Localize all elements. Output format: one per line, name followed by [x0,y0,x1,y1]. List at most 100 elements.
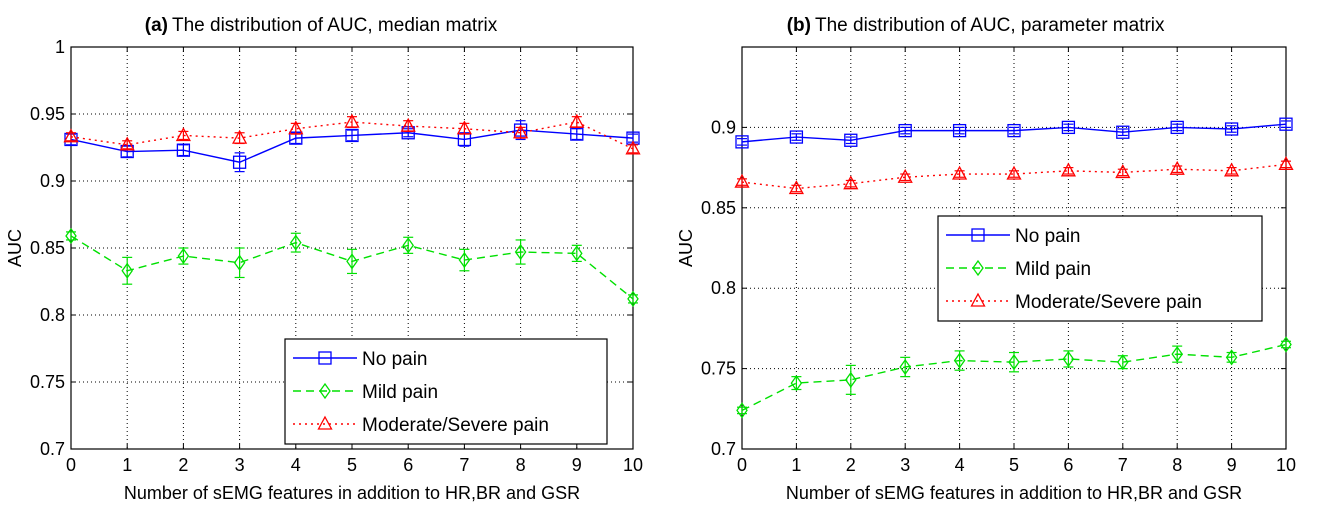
data-point [1171,346,1183,363]
x-tick-label: 0 [66,455,76,475]
panel-b-legend: No pain Mild pain Moderate/Severe pain [937,215,1263,322]
data-point [736,402,748,419]
legend-marker [972,259,984,277]
series-moderate-severe-pain [734,156,1294,195]
data-point [843,175,859,190]
data-point [1278,156,1294,171]
data-point [897,168,913,183]
data-point [1225,349,1238,366]
y-tick-label: 0.9 [711,117,736,137]
panel-b-label: (b) [787,15,811,36]
series-mild-pain [65,227,639,308]
data-point [1115,164,1131,179]
legend-marker-group [972,259,984,277]
data-point [1280,336,1292,353]
data-point [1279,117,1293,131]
x-tick-label: 8 [516,455,526,475]
x-tick-label: 6 [1063,455,1073,475]
legend-label-no-pain: No pain [1015,226,1081,247]
legend-label-no-pain: No pain [362,349,428,370]
x-tick-label: 2 [178,455,188,475]
legend-marker-group [971,228,985,242]
y-tick-label: 0.95 [30,104,65,124]
x-tick-label: 1 [791,455,801,475]
data-point [899,358,911,376]
legend-marker [970,292,986,307]
data-point [233,254,246,271]
data-point [177,247,190,265]
data-point [1117,354,1129,371]
data-point [1170,120,1184,135]
data-point [458,251,471,269]
legend-marker [317,415,333,430]
data-point [232,129,248,144]
data-point [290,234,302,251]
data-point [1006,165,1022,180]
y-tick-label: 0.7 [40,439,65,459]
data-point [121,262,133,279]
x-tick-label: 5 [347,455,357,475]
series-line [741,163,1287,190]
y-tick-label: 0.75 [701,359,736,379]
legend-entry-no-pain: No pain [293,349,428,370]
data-point [345,128,359,143]
data-point [1224,122,1239,136]
data-point [456,120,472,135]
x-tick-label: 5 [1009,455,1019,475]
x-tick-label: 10 [1276,455,1296,475]
data-point [570,127,584,141]
data-point [845,371,857,388]
panel-a-ylabel: AUC [5,229,25,267]
x-tick-label: 2 [846,455,856,475]
panel-a-label: (a) [145,15,168,36]
data-point [1169,160,1185,175]
data-point [1060,162,1076,177]
legend-entry-mild-pain: Mild pain [946,259,1091,280]
x-tick-label: 0 [737,455,747,475]
panel-a-xlabel: Number of sEMG features in addition to H… [124,483,580,503]
data-point [119,136,135,151]
legend-entry-mild-pain: Mild pain [293,382,438,403]
x-tick-label: 7 [1118,455,1128,475]
data-point [346,253,358,270]
data-point [63,128,79,143]
data-point [1061,120,1076,135]
series-no-pain [735,117,1293,149]
legend-entry-moderate-severe-pain: Moderate/Severe pain [293,415,549,436]
data-point [735,135,749,149]
data-point [571,245,583,262]
legend-label-mild-pain: Mild pain [362,382,438,403]
x-tick-label: 9 [1227,455,1237,475]
data-point [952,123,967,138]
legend-marker [318,351,332,365]
legend-marker-group [970,292,986,307]
series-moderate-severe-pain [63,113,641,155]
legend-marker [319,382,331,400]
data-point [898,123,912,138]
x-tick-label: 9 [572,455,582,475]
data-point [232,155,247,169]
ticks: 0 1 2 3 4 5 6 7 8 9 10 0.7 0.75 0.8 0.85 0.9 [701,47,1296,475]
data-point [952,165,968,180]
legend-label-mild-pain: Mild pain [1015,259,1091,280]
y-tick-label: 0.75 [30,372,65,392]
x-tick-label: 4 [291,455,301,475]
data-point [514,243,527,261]
x-tick-label: 7 [459,455,469,475]
legend-entry-moderate-severe-pain: Moderate/Severe pain [946,292,1202,313]
legend-label-moderate-severe-pain: Moderate/Severe pain [362,415,549,436]
data-point [734,173,750,188]
data-point [788,180,804,195]
data-point [953,352,966,369]
y-tick-label: 0.85 [701,198,736,218]
x-tick-label: 6 [403,455,413,475]
data-point [627,290,639,308]
x-tick-label: 10 [623,455,643,475]
x-tick-label: 1 [122,455,132,475]
data-point [844,133,858,147]
legend-marker [971,228,985,242]
y-tick-label: 0.9 [40,171,65,191]
legend-label-moderate-severe-pain: Moderate/Severe pain [1015,292,1202,313]
series-mild-pain [736,336,1292,419]
x-tick-label: 8 [1172,455,1182,475]
